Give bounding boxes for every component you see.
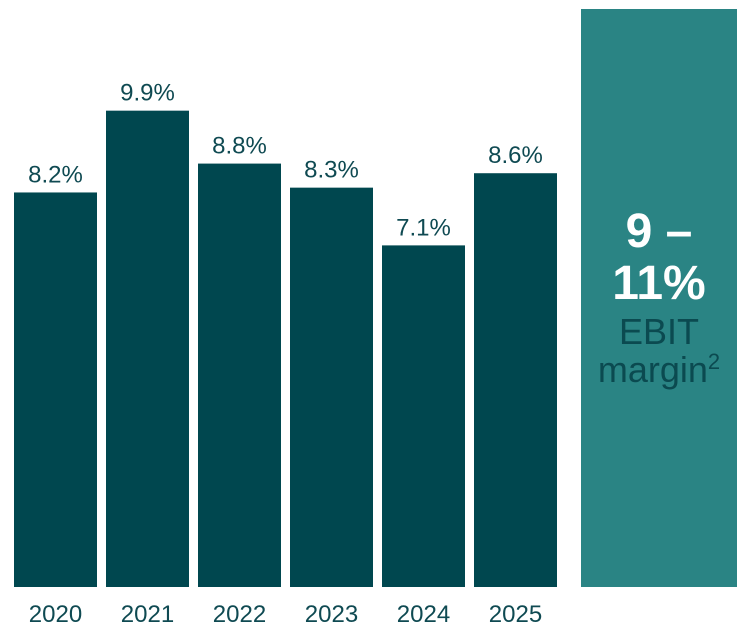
value-label-2025: 8.6% (488, 142, 543, 169)
bar-2021 (106, 110, 189, 587)
value-labels-group: 8.2% 9.9% 8.8% 8.3% 7.1% 8.6% (28, 80, 543, 242)
x-tick-label-2025: 2025 (489, 601, 542, 626)
bar-2022 (198, 163, 281, 588)
value-label-2020: 8.2% (28, 161, 83, 188)
x-tick-label-2021: 2021 (121, 601, 174, 626)
bars-group (14, 110, 557, 588)
bar-2023 (290, 187, 373, 588)
x-tick-label-2024: 2024 (397, 601, 450, 626)
target-margin-sublabel-line: margin2 (598, 350, 720, 390)
value-label-2023: 8.3% (304, 157, 359, 184)
target-margin-box: 9 – 11% EBIT margin2 (581, 9, 737, 587)
bar-2020 (14, 192, 97, 587)
x-tick-label-2020: 2020 (29, 601, 82, 626)
x-tick-label-2023: 2023 (305, 601, 358, 626)
bar-2024 (382, 245, 465, 587)
value-label-2022: 8.8% (212, 133, 267, 160)
x-tick-label-2022: 2022 (213, 601, 266, 626)
ebit-margin-bar-chart: 8.2%9.9%8.8%8.3%7.1%8.6% 2020 2021 2022 202… (14, 80, 557, 626)
x-axis-tick-labels: 2020 2021 2022 2023 2024 2025 (29, 601, 542, 626)
target-margin-sublabel: margin (597, 349, 708, 390)
target-margin-footnote: 2 (707, 349, 721, 374)
target-margin-value: 9 – 11% (612, 205, 706, 310)
bar-2025 (474, 173, 557, 587)
value-label-2024: 7.1% (396, 214, 451, 241)
value-label-2021: 9.9% (120, 80, 175, 107)
target-margin-label: EBIT (618, 311, 699, 352)
